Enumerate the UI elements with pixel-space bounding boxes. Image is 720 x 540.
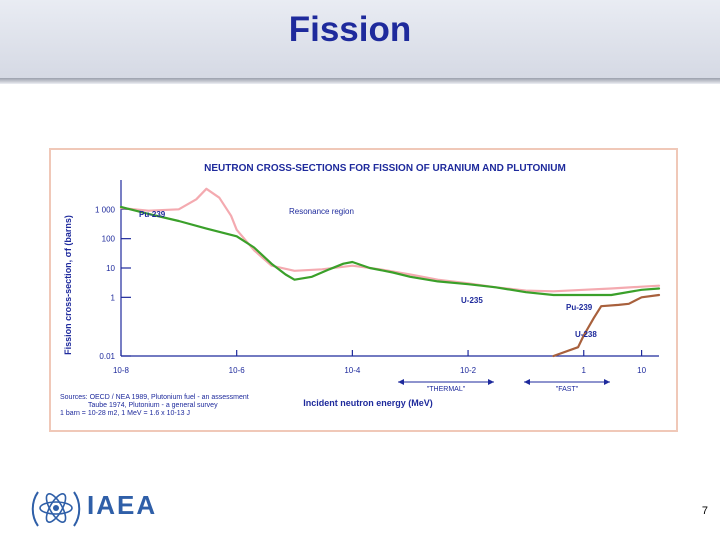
series-line-u-238 [552,293,661,358]
x-tick-label-3: 10-2 [460,366,477,375]
x-tick-label-2: 10-4 [344,366,361,375]
source-line-1: Sources: OECD / NEA 1989, Plutonium fuel… [60,394,249,401]
source-line-2: Taube 1974, Plutonium - a general survey [88,402,218,409]
chart-title: NEUTRON CROSS-SECTIONS FOR FISSION OF UR… [204,163,566,174]
pu239-label-right: Pu-239 [566,303,593,312]
fast-label: "FAST" [556,386,579,393]
title-divider [0,78,720,84]
slide-title: Fission [288,10,412,49]
thermal-range-arrow [398,379,494,385]
page-number: 7 [701,505,708,517]
x-axis-label: Incident neutron energy (MeV) [303,398,433,408]
y-tick-label-2: 10 [106,264,115,273]
series-line-pu-239 [119,187,661,293]
y-tick-label-0: 1 000 [95,205,116,214]
u238-label: U-238 [575,330,597,339]
x-tick-label-1: 10-6 [229,366,246,375]
title-bar: Fission [0,0,720,78]
x-tick-label-5: 10 [637,366,646,375]
u235-label: U-235 [461,296,483,305]
y-tick-label-4: 0.01 [99,352,115,361]
source-line-3: 1 barn = 10-28 m2, 1 MeV = 1.6 x 10-13 J [60,410,190,417]
x-tick-label-4: 1 [582,366,587,375]
y-axis-label: Fission cross-section, σf (barns) [63,215,73,355]
y-tick-label-1: 100 [102,235,116,244]
pu239-label-top: Pu-239 [139,210,166,219]
y-tick-label-3: 1 [111,293,116,302]
iaea-logo-icon [31,491,81,527]
logo-text: IAEA [87,490,158,520]
x-tick-label-0: 10-8 [113,366,130,375]
fast-range-arrow [524,379,610,385]
resonance-region-label: Resonance region [289,207,354,216]
series-line-u-235 [119,205,661,297]
thermal-label: "THERMAL" [427,386,466,393]
